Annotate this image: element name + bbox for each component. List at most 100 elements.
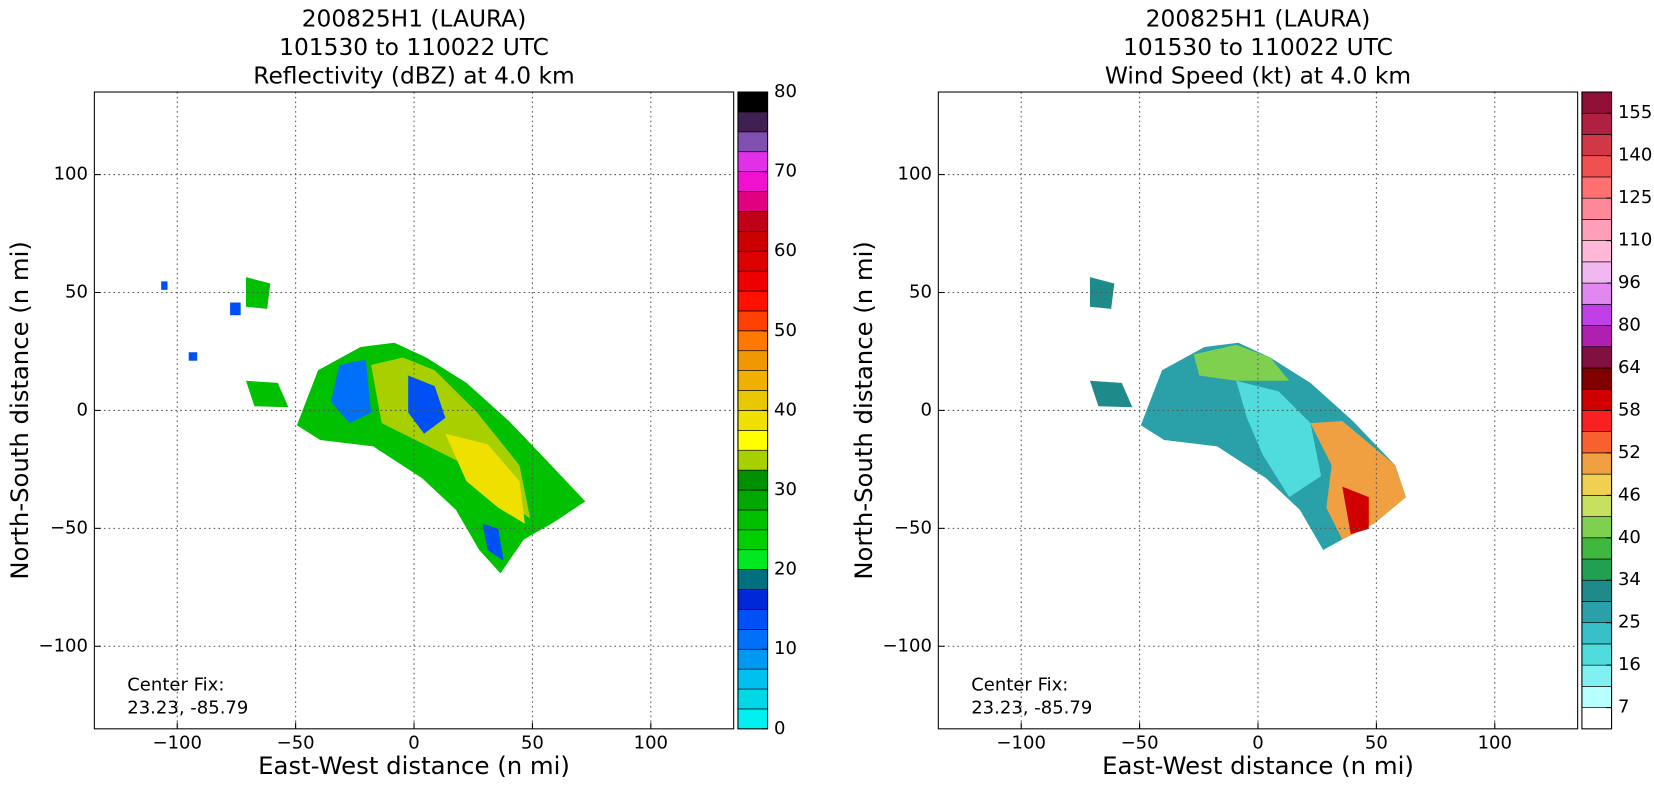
colorbar-box: [737, 131, 768, 153]
colorbar-box: [737, 489, 768, 511]
x-tick-label: 100: [1478, 733, 1512, 754]
chart-title: 101530 to 110022 UTC: [1123, 34, 1393, 61]
annotation: Center Fix:: [971, 674, 1068, 695]
colorbar-box: [1581, 707, 1612, 730]
chart-title: 200825H1 (LAURA): [1146, 6, 1371, 33]
colorbar-box: [1581, 686, 1612, 708]
colorbar-box: [1581, 495, 1612, 517]
x-tick-label: 0: [408, 733, 419, 754]
reflectivity-field: [161, 277, 586, 574]
colorbar-box: [737, 609, 768, 630]
y-tick-label: 100: [898, 164, 932, 185]
colorbar-box: [737, 330, 768, 352]
colorbar-tick-label: 16: [1618, 654, 1641, 675]
colorbar-tick-label: 140: [1618, 145, 1652, 166]
colorbar-tick-label: 125: [1618, 187, 1652, 208]
colorbar-box: [737, 290, 768, 312]
colorbar-box: [1581, 261, 1612, 284]
chart-title: Reflectivity (dBZ) at 4.0 km: [253, 63, 574, 90]
colorbar-box: [737, 211, 768, 232]
colorbar-box: [737, 708, 768, 730]
x-tick-label: 50: [1365, 733, 1388, 754]
colorbar-box: [737, 629, 768, 650]
colorbar-tick-label: 7: [1618, 697, 1629, 718]
colorbar-box: [1581, 197, 1612, 220]
colorbar-box: [1581, 240, 1612, 263]
colorbar-tick-label: 110: [1618, 230, 1652, 251]
colorbar-tick-label: 20: [774, 559, 797, 580]
plot-frame: [937, 91, 1579, 730]
colorbar-box: [737, 430, 768, 451]
chart-title: 101530 to 110022 UTC: [279, 34, 549, 61]
colorbar-box: [1581, 219, 1612, 241]
colorbar-box: [1581, 367, 1612, 390]
colorbar-box: [1581, 537, 1612, 560]
colorbar-box: [737, 509, 768, 531]
y-axis-label: North-South distance (n mi): [849, 241, 878, 579]
x-tick-label: 50: [521, 733, 544, 754]
colorbar-box: [1581, 388, 1612, 411]
colorbar-box: [1581, 431, 1612, 454]
colorbar-box: [1581, 91, 1612, 114]
y-tick-label: 50: [909, 282, 932, 303]
colorbar-tick-label: 155: [1618, 102, 1652, 123]
colorbar-box: [737, 191, 768, 212]
colorbar-tick-label: 60: [774, 240, 797, 261]
colorbar-tick-label: 58: [1618, 399, 1641, 420]
colorbar-box: [1581, 176, 1612, 199]
colorbar-tick-label: 64: [1618, 357, 1641, 378]
y-tick-label: −50: [50, 517, 88, 538]
colorbar-box: [737, 569, 768, 590]
colorbar-tick-label: 10: [774, 638, 797, 659]
colorbar-box: [1581, 134, 1612, 157]
y-tick-label: −100: [882, 635, 932, 656]
colorbar-tick-label: 46: [1618, 484, 1641, 505]
x-axis-label: East-West distance (n mi): [1102, 751, 1414, 780]
colorbar-box: [1581, 452, 1612, 475]
x-tick-label: −50: [1121, 733, 1159, 754]
colorbar-tick-label: 52: [1618, 442, 1641, 463]
colorbar-box: [737, 469, 768, 491]
chart-title: Wind Speed (kt) at 4.0 km: [1105, 63, 1411, 90]
y-tick-label: −50: [894, 517, 932, 538]
annotation: 23.23, -85.79: [127, 698, 248, 719]
colorbar-box: [1581, 155, 1612, 178]
colorbar-box: [1581, 579, 1612, 602]
colorbar-tick-label: 96: [1618, 272, 1641, 293]
colorbar-box: [737, 270, 768, 292]
colorbar-box: [1581, 664, 1612, 687]
colorbar-tick-label: 70: [774, 161, 797, 182]
colorbar-box: [1581, 473, 1612, 496]
colorbar-box: [1581, 558, 1612, 581]
colorbar-tick-label: 80: [1618, 315, 1641, 336]
y-tick-label: 100: [54, 164, 88, 185]
x-tick-label: −100: [996, 733, 1046, 754]
y-tick-label: 0: [920, 399, 931, 420]
colorbar-tick-label: 80: [774, 81, 797, 102]
colorbar-box: [737, 668, 768, 690]
colorbar-box: [1581, 643, 1612, 666]
y-tick-label: 50: [65, 282, 88, 303]
y-tick-label: 0: [77, 399, 88, 420]
colorbar-box: [737, 589, 768, 610]
colorbar-box: [737, 250, 768, 272]
colorbar-tick-label: 40: [774, 399, 797, 420]
y-axis-label: North-South distance (n mi): [5, 241, 34, 579]
colorbar-box: [737, 231, 768, 252]
colorbar-box: [737, 111, 768, 133]
colorbar-box: [1581, 622, 1612, 645]
x-tick-label: −50: [277, 733, 315, 754]
colorbar-box: [1581, 282, 1612, 305]
colorbar-box: [737, 310, 768, 332]
chart-title: 200825H1 (LAURA): [302, 6, 527, 33]
colorbar-tick-label: 50: [774, 320, 797, 341]
colorbar-tick-label: 30: [774, 479, 797, 500]
colorbar-tick-label: 34: [1618, 569, 1641, 590]
colorbar-box: [737, 171, 768, 192]
colorbar-box: [1581, 325, 1612, 348]
colorbar-box: [737, 91, 768, 113]
wind-field: [1089, 277, 1406, 551]
y-tick-label: −100: [38, 635, 88, 656]
